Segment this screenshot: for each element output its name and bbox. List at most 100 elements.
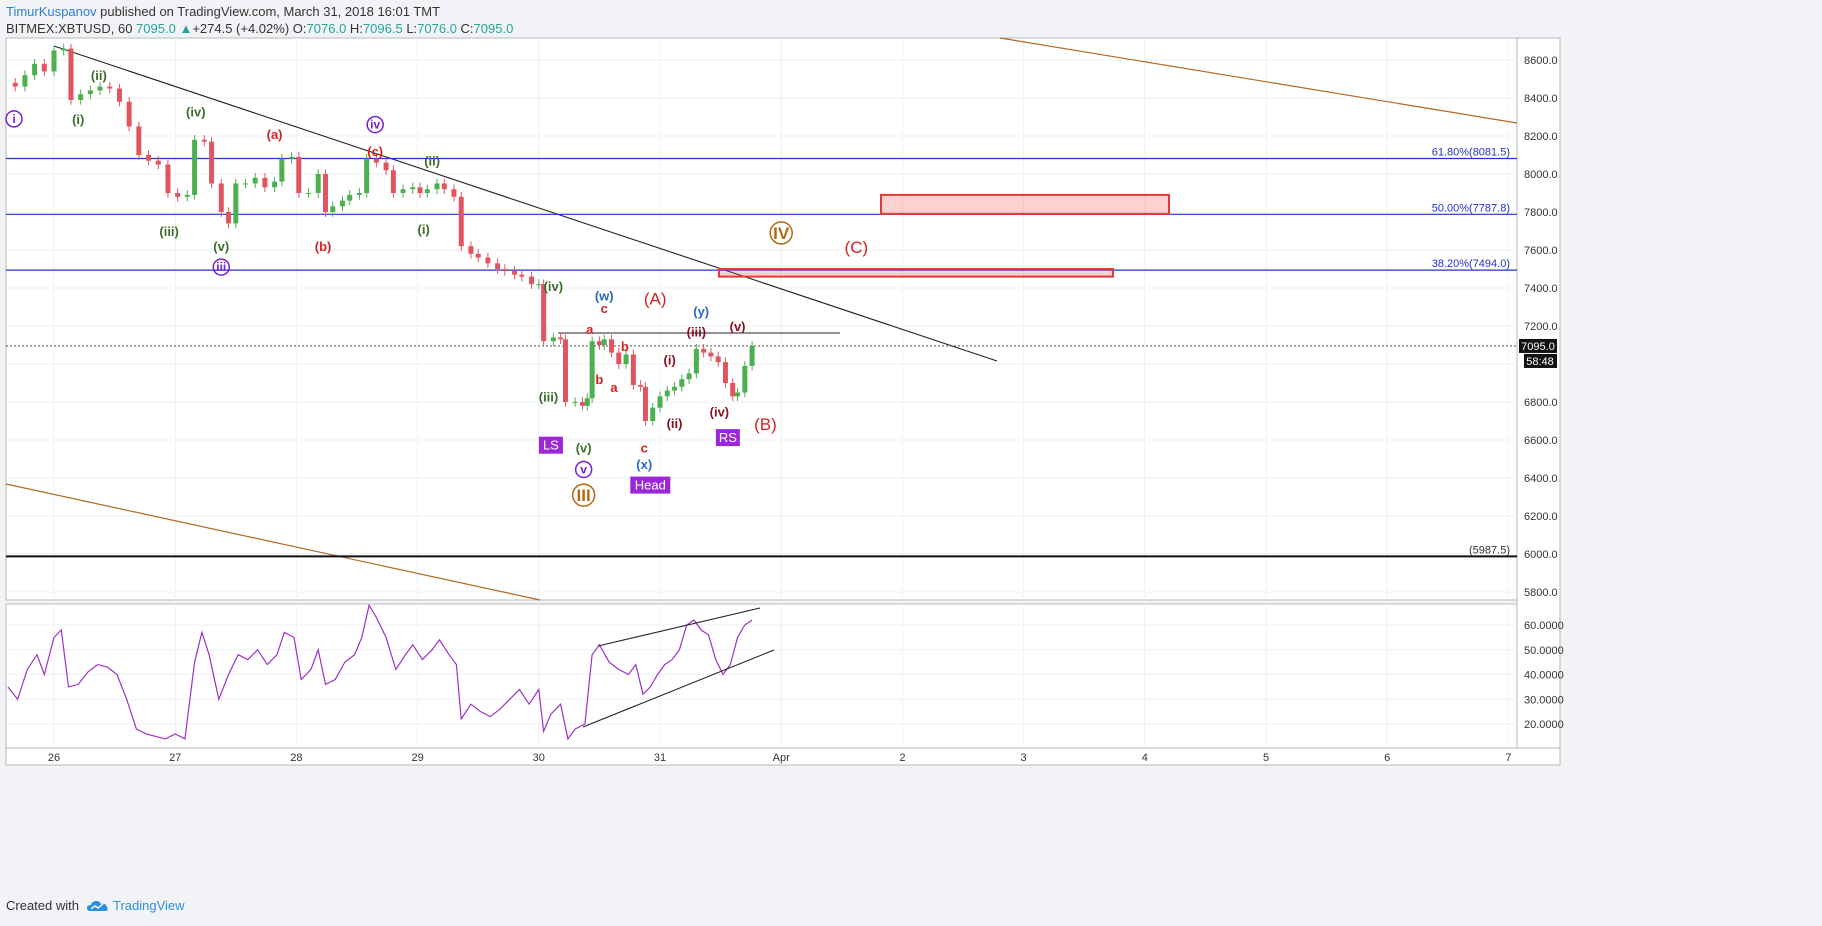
candle-body [97,86,103,91]
wave-label: (B) [754,415,777,434]
candle-body [434,183,440,190]
fib-level-label: 50.00%(7787.8) [1432,202,1510,214]
candle-body [584,398,590,406]
candle-body [242,183,248,185]
candle-body [623,354,629,364]
candle-body [41,63,47,72]
x-tick-label: 7 [1505,752,1511,764]
candle-body [616,352,622,364]
wave-label: (C) [845,238,869,257]
candle-body [638,384,644,387]
candle-body [226,212,232,224]
candle-body [175,193,181,197]
candle-body [339,200,345,207]
wave-label-circle [5,110,23,128]
candle-body [495,263,501,269]
candle-body [502,269,508,271]
wave-label: III [577,486,591,505]
candle-body [664,390,670,397]
candle-body [519,274,525,277]
y-tick-label: 8600.0 [1524,55,1558,67]
close-label: C: [460,21,474,36]
candle-body [672,386,678,391]
wave-label: v [580,462,587,476]
candle-body [289,156,295,159]
x-tick-label: 2 [899,752,905,764]
wave-label: a [610,380,618,395]
x-tick-label: 3 [1021,752,1027,764]
candle-body [562,339,568,402]
candle-body [529,276,535,285]
tradingview-brand[interactable]: TradingView [86,898,185,913]
change-arrow-icon: ▲ [179,21,193,36]
candle-body [579,402,585,406]
y-tick-label: 7200.0 [1524,321,1558,333]
wave-label: (iii) [159,224,179,239]
wave-label: iii [216,260,226,274]
candle-body [536,284,542,286]
low-value: 7076.0 [417,21,457,36]
candle-body [32,63,38,76]
fib-level-label: 38.20%(7494.0) [1432,258,1510,270]
candle-body [330,206,336,212]
rsi-pane[interactable] [5,603,1518,749]
candle-body [441,183,447,190]
x-tick-label: 29 [411,752,423,764]
candle-body [417,187,423,193]
pattern-label: Head [635,478,666,493]
author-link[interactable]: TimurKuspanov [6,4,97,19]
candle-body [201,139,207,142]
candle-body [601,339,607,345]
candle-body [558,337,564,340]
fib-level-label: 61.80%(8081.5) [1432,147,1510,159]
price-axis[interactable] [1516,37,1561,749]
candle-body [218,183,224,212]
candle-body [373,158,379,163]
candle-body [657,396,663,408]
candle-body [184,194,190,197]
candle-body [78,94,84,100]
rsi-tick-label: 40.0000 [1524,670,1564,682]
y-tick-label: 6600.0 [1524,435,1558,447]
candle-body [390,170,396,193]
wave-label: (ii) [424,154,440,169]
chart-header: TimurKuspanov published on TradingView.c… [0,0,1822,44]
created-with-text: Created with [6,898,79,913]
open-value: 7076.0 [306,21,347,36]
pattern-label-badge [715,429,740,447]
x-tick-label: 6 [1384,752,1390,764]
last-price-badge [1519,338,1557,353]
rsi-tick-label: 30.0000 [1524,694,1564,706]
candle-body [279,158,285,182]
wave-label: c [641,441,648,456]
candle-body [383,162,389,171]
tradingview-cloud-icon [86,900,108,911]
candle-body [155,160,161,165]
footer: Created with TradingView [6,898,185,913]
candle-body [609,339,615,353]
candle-body [679,379,685,387]
x-tick-label: 27 [169,752,181,764]
wave-label: (iii) [687,325,707,340]
candle-body [650,407,656,421]
pattern-label-badge [630,476,671,494]
candle-body [424,189,430,193]
open-label: O: [292,21,307,36]
candle-body [735,392,741,397]
target-zone-lower [718,268,1114,278]
candle-body [596,341,602,345]
candle-body [400,189,406,193]
main-price-pane[interactable] [5,37,1518,601]
low-label: L: [406,21,418,36]
y-tick-label: 8400.0 [1524,93,1558,105]
wave-label: i [12,112,15,126]
candle-body [306,193,312,194]
candle-body [322,174,328,212]
wave-label: (A) [644,289,667,308]
time-axis[interactable] [5,747,1561,766]
wave-label: (y) [693,304,709,319]
channel-lower-line [5,483,541,601]
wave-label: IV [773,224,790,243]
y-tick-label: 6000.0 [1524,549,1558,561]
